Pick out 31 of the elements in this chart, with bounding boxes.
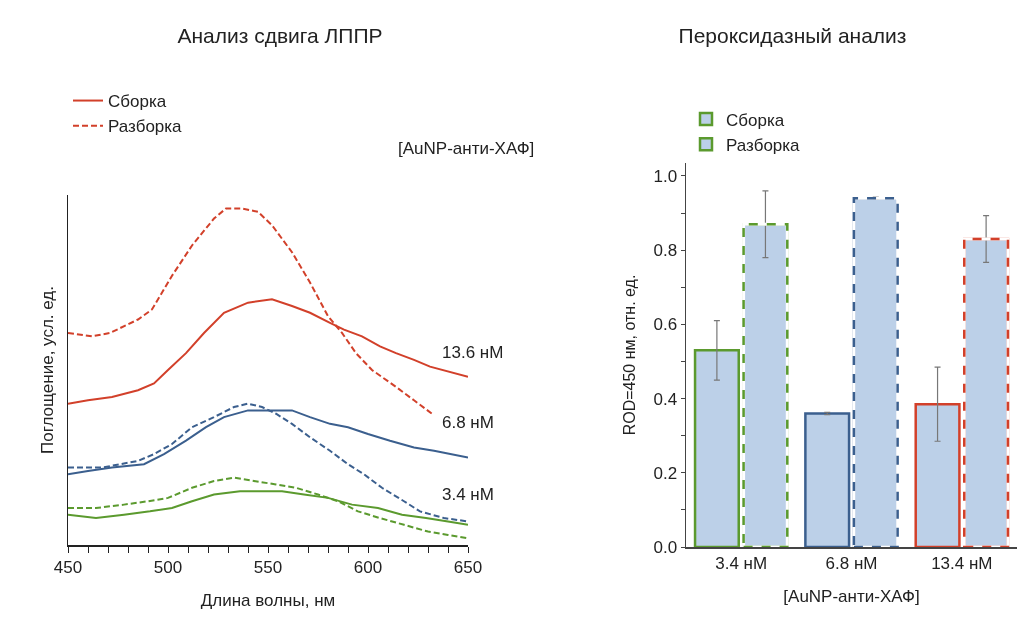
legend-label: Разборка <box>108 117 183 137</box>
annotation: 13.6 нМ <box>442 343 504 362</box>
legend-label: Разборка <box>726 135 801 155</box>
annotation: 3.4 нМ <box>442 485 494 504</box>
x-tick-label: 450 <box>53 557 83 577</box>
y-tick-label: 1.0 <box>653 166 678 186</box>
legend-label: Сборка <box>726 110 785 130</box>
y-tick-label: 0.4 <box>653 389 678 409</box>
x-tick-label: 500 <box>153 557 183 577</box>
y-tick-label: 0.2 <box>653 463 678 483</box>
x-tick-label: 6.8 нМ <box>825 553 878 573</box>
x-tick-label: 3.4 нМ <box>715 553 768 573</box>
x-tick-label: 13.4 нМ <box>931 553 993 573</box>
y-tick-label: 0.6 <box>653 315 678 335</box>
chart-title: Анализ сдвига ЛППР <box>177 24 383 48</box>
x-axis-title: Длина волны, нм <box>200 591 336 611</box>
legend-label: Сборка <box>108 92 167 112</box>
bar <box>693 349 740 547</box>
x-tick-label: 650 <box>453 557 483 577</box>
x-axis-title: [AuNP-анти-ХАФ] <box>783 587 920 607</box>
y-tick-label: 0.8 <box>653 241 678 261</box>
annotation: 6.8 нМ <box>442 413 494 432</box>
chart-title: Пероксидазный анализ <box>678 24 907 48</box>
y-tick-label: 0.0 <box>653 537 678 557</box>
text: [AuNP-анти-ХАФ] <box>398 139 535 158</box>
y-axis-title: Поглощение, усл. ед. <box>38 286 58 454</box>
x-tick-label: 550 <box>253 557 283 577</box>
y-axis-title: ROD=450 нм, отн. ед. <box>620 274 638 436</box>
x-tick-label: 600 <box>353 557 383 577</box>
bar <box>914 402 961 547</box>
bar <box>804 412 851 547</box>
